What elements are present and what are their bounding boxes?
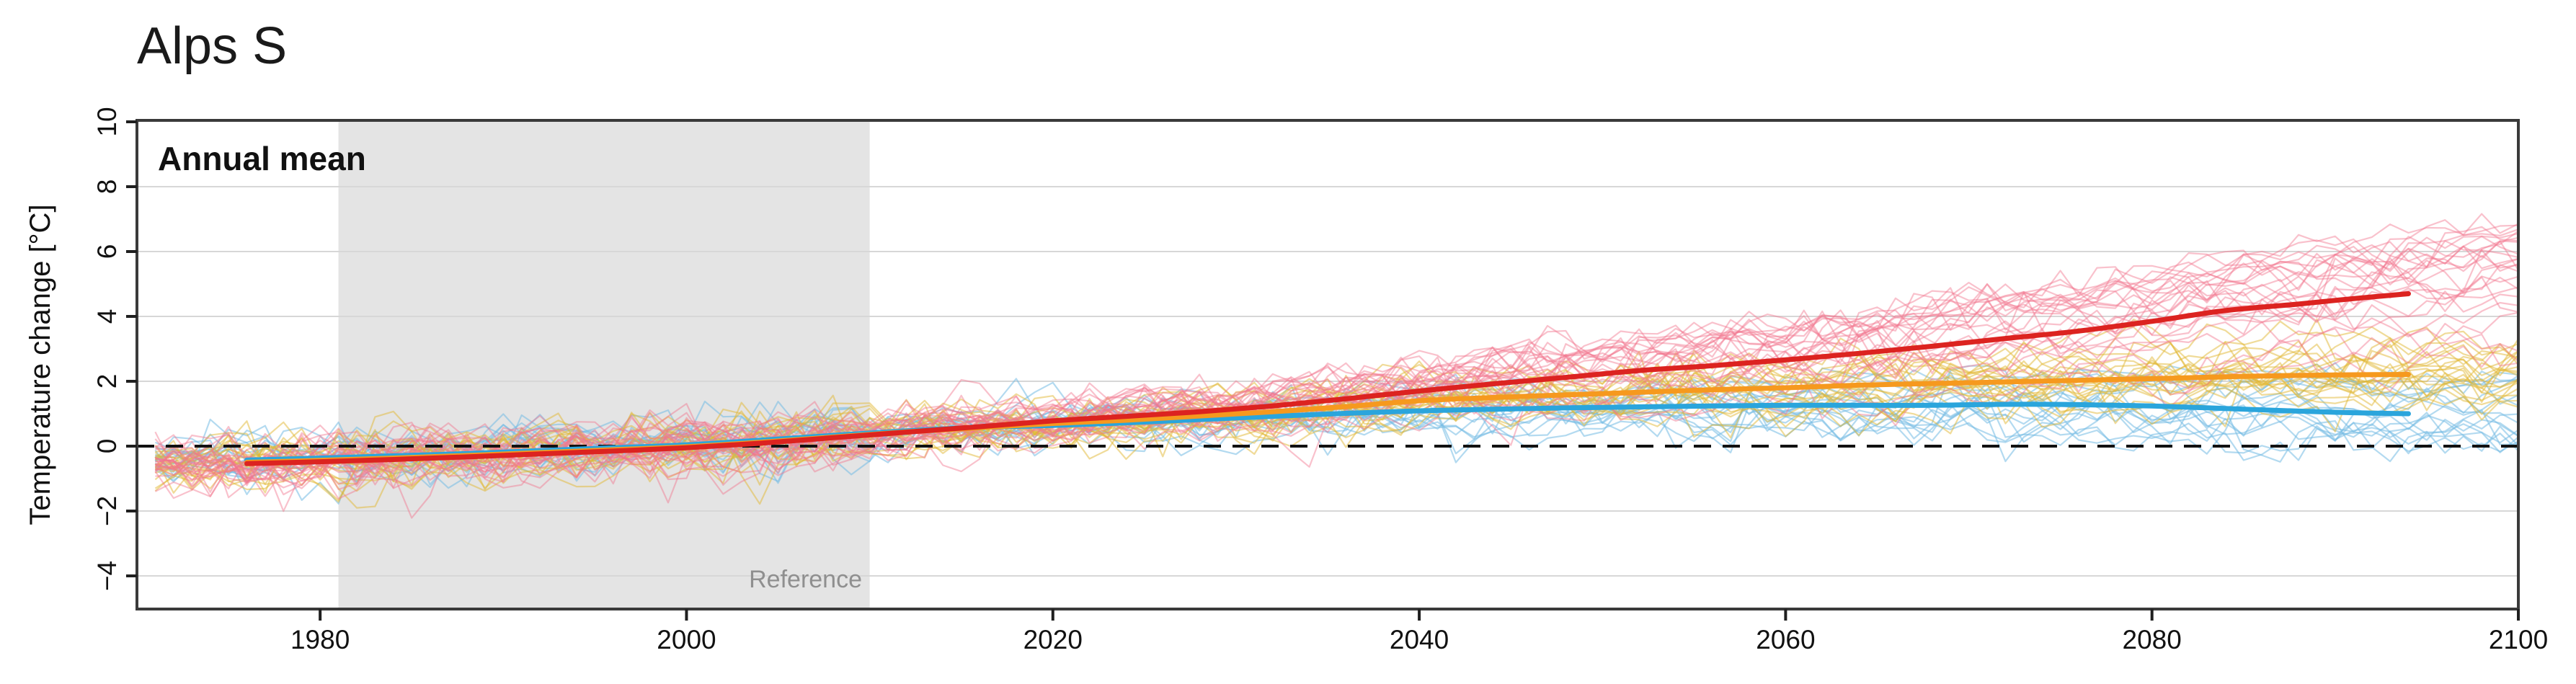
y-tick-label: −2 xyxy=(92,496,122,526)
x-tick-label: 2080 xyxy=(2123,625,2182,654)
axis-ticks xyxy=(126,120,2520,621)
chart-title: Alps S xyxy=(137,17,287,75)
y-tick-label: 4 xyxy=(92,309,122,324)
x-tick-label: 2040 xyxy=(1390,625,1449,654)
y-tick-labels: 10 8 6 4 2 0 −2 −4 xyxy=(92,107,122,591)
red-mean-line xyxy=(244,291,2411,466)
pink-runs-line xyxy=(154,219,2518,471)
pink-runs-line xyxy=(154,332,2518,497)
x-tick-label: 1980 xyxy=(290,625,350,654)
y-axis-title: Temperature change [°C] xyxy=(25,204,56,525)
y-tick-label: 2 xyxy=(92,374,122,389)
reference-band-rect xyxy=(338,120,870,609)
y-tick-label: 0 xyxy=(92,439,122,454)
pink-runs-line xyxy=(155,240,2518,500)
reference-band xyxy=(338,120,870,609)
pink-runs-line xyxy=(155,240,2518,497)
y-tick-label: 10 xyxy=(92,107,122,136)
plot-border xyxy=(136,119,2520,610)
blue-runs-line xyxy=(155,392,2518,474)
yellow-runs-line xyxy=(154,318,2518,492)
pink-runs-line xyxy=(154,236,2518,499)
pink-runs-line xyxy=(155,286,2518,482)
x-tick-label: 2020 xyxy=(1023,625,1083,654)
panel-label: Annual mean xyxy=(158,140,366,177)
y-tick-label: 8 xyxy=(92,179,122,195)
pink-runs-line xyxy=(155,254,2518,480)
yellow-runs-line xyxy=(155,365,2518,479)
x-tick-label: 2060 xyxy=(1756,625,1815,654)
y-tick-label: −4 xyxy=(92,561,122,591)
mean-lines xyxy=(244,291,2411,466)
x-tick-label: 2100 xyxy=(2489,625,2548,654)
x-tick-label: 2000 xyxy=(657,625,716,654)
gridlines xyxy=(137,186,2518,577)
reference-label: Reference xyxy=(749,566,862,593)
pink-runs-line xyxy=(155,213,2518,487)
pink-runs-line xyxy=(154,230,2518,483)
y-tick-label: 6 xyxy=(92,244,122,259)
pink-runs-line xyxy=(155,257,2518,487)
x-tick-labels: 1980 2000 2020 2040 2060 2080 2100 xyxy=(290,625,2548,654)
pink-runs-line xyxy=(155,240,2518,487)
